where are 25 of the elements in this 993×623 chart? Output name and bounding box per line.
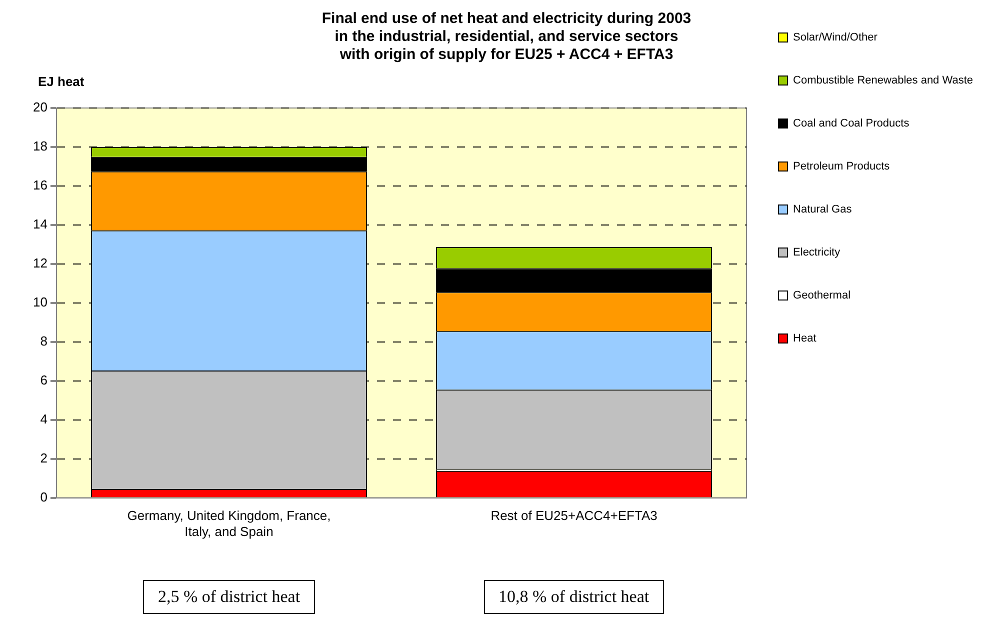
- y-tick-label: 0: [40, 489, 48, 504]
- text: 2,5 % of district heat: [142, 580, 316, 614]
- x-tick-label: Rest of EU25+ACC4+EFTA3: [490, 508, 658, 524]
- x-tick-label: Germany, United Kingdom, France, Italy, and Spain: [127, 508, 331, 539]
- legend-label: Heat: [793, 332, 816, 345]
- legend-label: Petroleum Products: [793, 160, 890, 173]
- y-tick-label: 2: [40, 450, 48, 466]
- chart-title: Final end use of net heat and electricity during 2003 in the industrial, residential, and service sectors with origin of supply for EU25 + ACC4 + EFTA3: [322, 10, 692, 64]
- legend-label: Solar/Wind/Other: [793, 32, 878, 44]
- y-tick-label: 12: [32, 256, 48, 270]
- y-axis-title: EJ heat: [38, 74, 85, 89]
- y-tick-label: 14: [32, 216, 48, 232]
- text: 10,8 % of district heat: [484, 580, 664, 614]
- legend-label: Geothermal: [793, 290, 851, 302]
- y-tick-label: 4: [40, 411, 48, 426]
- legend-label: Combustible Renewables and Waste: [793, 74, 974, 87]
- y-tick-label: 8: [40, 333, 48, 348]
- y-tick-label: 20: [32, 100, 48, 115]
- legend-label: Natural Gas: [793, 204, 852, 216]
- legend-label: Coal and Coal Products: [793, 118, 910, 130]
- legend-label: Electricity: [793, 246, 841, 259]
- y-tick-label: 10: [32, 294, 48, 310]
- y-tick-label: 6: [40, 372, 48, 388]
- y-tick-label: 18: [32, 138, 48, 154]
- y-tick-label: 16: [32, 178, 48, 193]
